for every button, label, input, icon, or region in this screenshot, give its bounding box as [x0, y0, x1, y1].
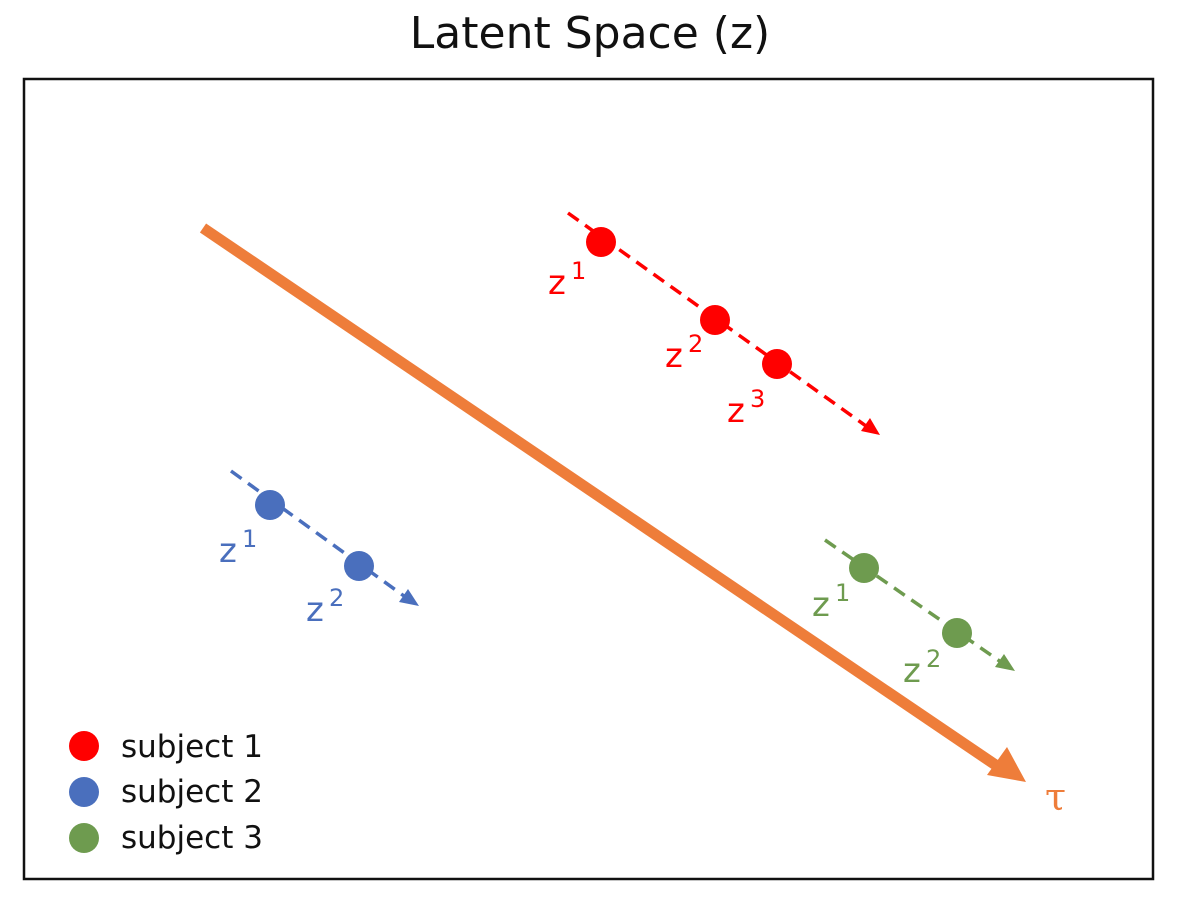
label-sup: 2 [329, 584, 344, 612]
subject-3-point-1-label: z 1 [812, 579, 850, 625]
legend-label-subject-1: subject 1 [121, 729, 263, 765]
subject-2-trajectory: z 1 z 2 [219, 469, 419, 630]
subject-2-point-2-label: z 2 [306, 584, 344, 630]
subject-2-point-2 [344, 551, 374, 581]
subject-3-arrowhead [995, 654, 1015, 671]
subject-3-point-2 [942, 618, 972, 648]
legend: subject 1 subject 2 subject 3 [69, 729, 263, 856]
subject-2-dashed-line [229, 469, 406, 598]
subject-3-trajectory: z 1 z 2 [812, 538, 1015, 691]
label-base: z [219, 531, 237, 571]
subject-3-dashed-line [824, 538, 1002, 664]
subject-2-point-1-label: z 1 [219, 525, 257, 571]
subject-3-point-2-label: z 2 [903, 645, 941, 691]
label-base: z [665, 336, 683, 376]
label-base: z [903, 651, 921, 691]
subject-1-arrowhead [861, 418, 880, 435]
subject-1-dashed-line [566, 211, 868, 428]
label-base: z [548, 263, 566, 303]
label-sup: 2 [926, 645, 941, 673]
legend-marker-subject-1 [69, 731, 99, 761]
tau-axis-line [199, 223, 1004, 773]
subject-3-point-1 [849, 553, 879, 583]
subject-1-point-3 [762, 349, 792, 379]
subject-1-point-1 [586, 227, 616, 257]
subject-2-arrowhead [399, 589, 419, 606]
legend-label-subject-3: subject 3 [121, 820, 263, 856]
subject-1-point-2 [700, 305, 730, 335]
label-base: z [306, 590, 324, 630]
legend-marker-subject-3 [69, 823, 99, 853]
label-base: z [727, 391, 745, 431]
label-sup: 1 [571, 257, 586, 285]
label-sup: 1 [835, 579, 850, 607]
tau-axis: τ [199, 223, 1066, 819]
label-sup: 2 [688, 330, 703, 358]
label-sup: 3 [750, 385, 765, 413]
tau-label: τ [1045, 775, 1066, 819]
subject-1-point-3-label: z 3 [727, 385, 765, 431]
legend-marker-subject-2 [69, 777, 99, 807]
subject-2-point-1 [255, 490, 285, 520]
legend-label-subject-2: subject 2 [121, 774, 263, 810]
subject-1-point-2-label: z 2 [665, 330, 703, 376]
subject-1-point-1-label: z 1 [548, 257, 586, 303]
tau-arrowhead [987, 747, 1026, 782]
plot-frame [22, 77, 1155, 881]
label-sup: 1 [242, 525, 257, 553]
label-base: z [812, 585, 830, 625]
subject-1-trajectory: z 1 z 2 z 3 [548, 211, 880, 435]
diagram-title: Latent Space (z) [409, 8, 771, 59]
